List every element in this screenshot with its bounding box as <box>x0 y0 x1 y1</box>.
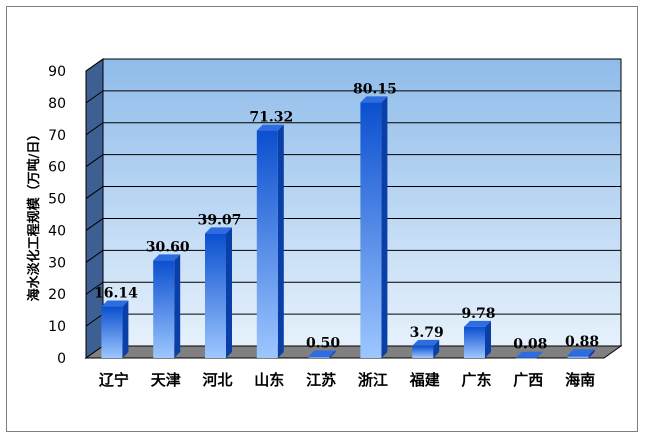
data-label: 9.78 <box>461 306 495 322</box>
bar <box>360 96 388 358</box>
bar-front <box>567 355 589 358</box>
bar-side <box>226 227 232 358</box>
side-wall <box>85 58 104 359</box>
y-tick-label: 20 <box>48 287 66 303</box>
y-axis-ticks: 0 10 20 30 40 50 60 70 80 90 <box>48 64 66 367</box>
bar-top <box>360 96 388 103</box>
data-label: 71.32 <box>249 110 293 126</box>
bar <box>308 350 336 358</box>
category-label: 江苏 <box>306 371 336 389</box>
side-gridline <box>85 154 104 168</box>
bar-side <box>277 124 284 358</box>
bar-front <box>256 130 278 358</box>
bar <box>101 300 129 358</box>
bar <box>256 124 284 358</box>
y-tick-label: 10 <box>48 319 66 335</box>
bar-front <box>464 326 485 358</box>
x-axis-categories: 辽宁 天津 河北 山东 江苏 浙江 福建 广东 广西 海南 <box>99 371 595 389</box>
bar-top <box>464 320 491 327</box>
category-label: 山东 <box>254 371 284 389</box>
category-label: 河北 <box>202 371 232 389</box>
y-tick-label: 90 <box>48 64 66 80</box>
category-label: 广东 <box>461 371 491 389</box>
bar <box>515 351 543 359</box>
bar-front <box>153 260 175 358</box>
category-label: 浙江 <box>358 371 388 389</box>
bar-top <box>205 227 232 234</box>
bar <box>464 320 491 358</box>
bar-side <box>485 320 491 358</box>
category-label: 福建 <box>409 371 441 389</box>
y-tick-label: 0 <box>57 351 66 367</box>
y-tick-label: 80 <box>48 96 66 112</box>
bar-side <box>381 96 388 358</box>
data-label: 0.08 <box>513 337 547 353</box>
bar-front <box>360 102 382 358</box>
bar-side <box>122 300 129 358</box>
y-tick-label: 50 <box>48 192 66 208</box>
bar <box>412 339 440 358</box>
category-label: 辽宁 <box>99 371 129 389</box>
bar-front <box>412 345 434 358</box>
bar-front <box>205 233 226 358</box>
bar-side <box>174 254 181 358</box>
side-gridline <box>85 186 104 199</box>
data-labels: 16.14 30.60 39.07 71.32 0.50 80.15 3.79 9.78 0.0… <box>94 81 599 352</box>
side-gridline <box>85 281 104 295</box>
bar-front <box>101 306 123 358</box>
y-tick-label: 60 <box>48 160 66 176</box>
y-axis-label: 海水淡化工程规模（万吨/日） <box>26 128 42 302</box>
data-label: 16.14 <box>94 286 138 302</box>
data-label: 80.15 <box>353 81 397 97</box>
category-label: 海南 <box>565 371 595 389</box>
bar-top <box>567 349 595 356</box>
bar-top <box>515 351 543 358</box>
side-gridline <box>85 90 104 104</box>
category-label: 广西 <box>513 371 543 389</box>
bar-side <box>588 349 595 358</box>
bar-side <box>329 350 336 358</box>
bar-side <box>536 351 543 358</box>
bar-side <box>433 339 440 358</box>
bars <box>101 96 595 359</box>
y-tick-label: 30 <box>48 255 66 271</box>
side-gridline <box>85 122 104 136</box>
bar-top <box>256 124 284 131</box>
side-gridline <box>85 218 104 231</box>
side-gridline <box>85 58 104 72</box>
side-gridline <box>85 313 104 327</box>
bar-top <box>308 350 336 357</box>
bar <box>567 349 595 358</box>
data-label: 3.79 <box>410 325 444 341</box>
bar-top <box>412 339 440 346</box>
y-tick-label: 40 <box>48 223 66 239</box>
bar-top <box>153 254 181 261</box>
bar <box>205 227 232 358</box>
data-label: 0.88 <box>565 334 599 350</box>
bar-top <box>101 300 129 307</box>
bar <box>153 254 181 358</box>
data-label: 39.07 <box>198 212 242 228</box>
data-label: 0.50 <box>306 335 340 351</box>
y-tick-label: 70 <box>48 128 66 144</box>
bar-front <box>515 357 537 359</box>
category-label: 天津 <box>151 371 181 389</box>
bar-front <box>308 356 330 358</box>
side-gridline <box>85 249 104 263</box>
data-label: 30.60 <box>146 239 190 255</box>
